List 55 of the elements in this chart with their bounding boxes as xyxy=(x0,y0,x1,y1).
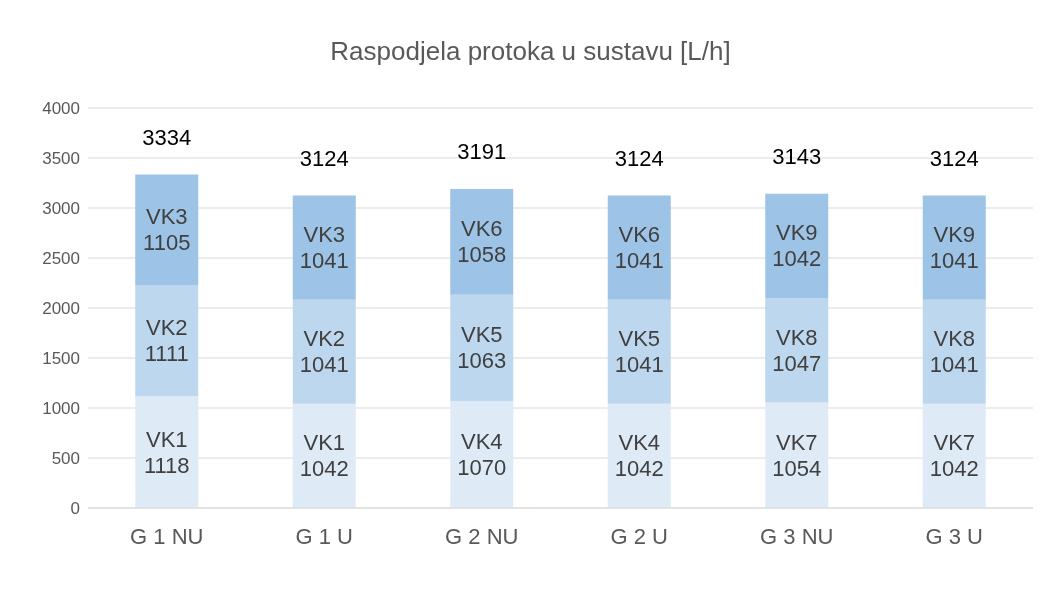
bar xyxy=(922,195,986,300)
data-label: VK3 1105 xyxy=(143,204,191,256)
y-tick-label: 3000 xyxy=(42,199,80,219)
data-label: VK8 1047 xyxy=(772,324,822,376)
data-label: VK2 1111 xyxy=(144,315,189,367)
y-tick-label: 2000 xyxy=(42,299,80,319)
data-label: VK5 1041 xyxy=(614,326,664,378)
bar xyxy=(450,401,514,508)
bar xyxy=(607,195,671,300)
bar xyxy=(922,299,986,404)
total-label: 3334 xyxy=(142,124,192,150)
bar xyxy=(135,396,199,508)
data-label: VK9 1042 xyxy=(772,220,822,272)
x-tick-label: G 3 NU xyxy=(760,523,834,549)
data-label: VK9 1041 xyxy=(929,222,979,274)
data-label: VK2 1041 xyxy=(299,326,349,378)
total-label: 3143 xyxy=(772,143,822,169)
data-label: VK4 1042 xyxy=(614,430,664,482)
bar xyxy=(922,403,986,508)
data-label: VK6 1041 xyxy=(614,222,664,274)
data-label: VK5 1063 xyxy=(457,322,507,374)
x-tick-label: G 1 U xyxy=(295,523,353,549)
x-tick-label: G 3 U xyxy=(925,523,983,549)
y-tick-label: 2500 xyxy=(42,249,80,269)
bar xyxy=(292,195,356,300)
total-label: 3191 xyxy=(457,138,507,164)
bar xyxy=(450,294,514,401)
bar xyxy=(292,299,356,404)
x-tick-label: G 1 NU xyxy=(130,523,204,549)
data-label: VK1 1042 xyxy=(299,430,349,482)
bar xyxy=(765,193,829,298)
total-label: 3124 xyxy=(299,145,349,171)
bar xyxy=(135,174,199,286)
bar xyxy=(450,188,514,295)
x-tick-label: G 2 NU xyxy=(445,523,519,549)
y-tick-label: 500 xyxy=(51,449,80,469)
y-tick-label: 3500 xyxy=(42,149,80,169)
data-label: VK1 1118 xyxy=(143,426,190,478)
data-label: VK6 1058 xyxy=(457,216,507,268)
y-tick-label: 1500 xyxy=(42,349,80,369)
y-tick-label: 1000 xyxy=(42,399,80,419)
bar xyxy=(135,285,199,397)
data-label: VK4 1070 xyxy=(457,429,507,480)
total-label: 3124 xyxy=(614,145,664,171)
data-label: VK7 1054 xyxy=(772,429,822,481)
bar xyxy=(607,299,671,404)
data-label: VK3 1041 xyxy=(299,222,349,274)
y-tick-label: 0 xyxy=(70,499,80,519)
total-label: 3124 xyxy=(929,145,979,171)
bar xyxy=(765,297,829,403)
x-tick-label: G 2 U xyxy=(610,523,668,549)
data-label: VK8 1041 xyxy=(929,326,979,378)
y-tick-label: 4000 xyxy=(42,99,80,119)
chart-title: Raspodjela protoka u sustavu [L/h] xyxy=(329,36,732,67)
data-label: VK7 1042 xyxy=(929,430,979,482)
